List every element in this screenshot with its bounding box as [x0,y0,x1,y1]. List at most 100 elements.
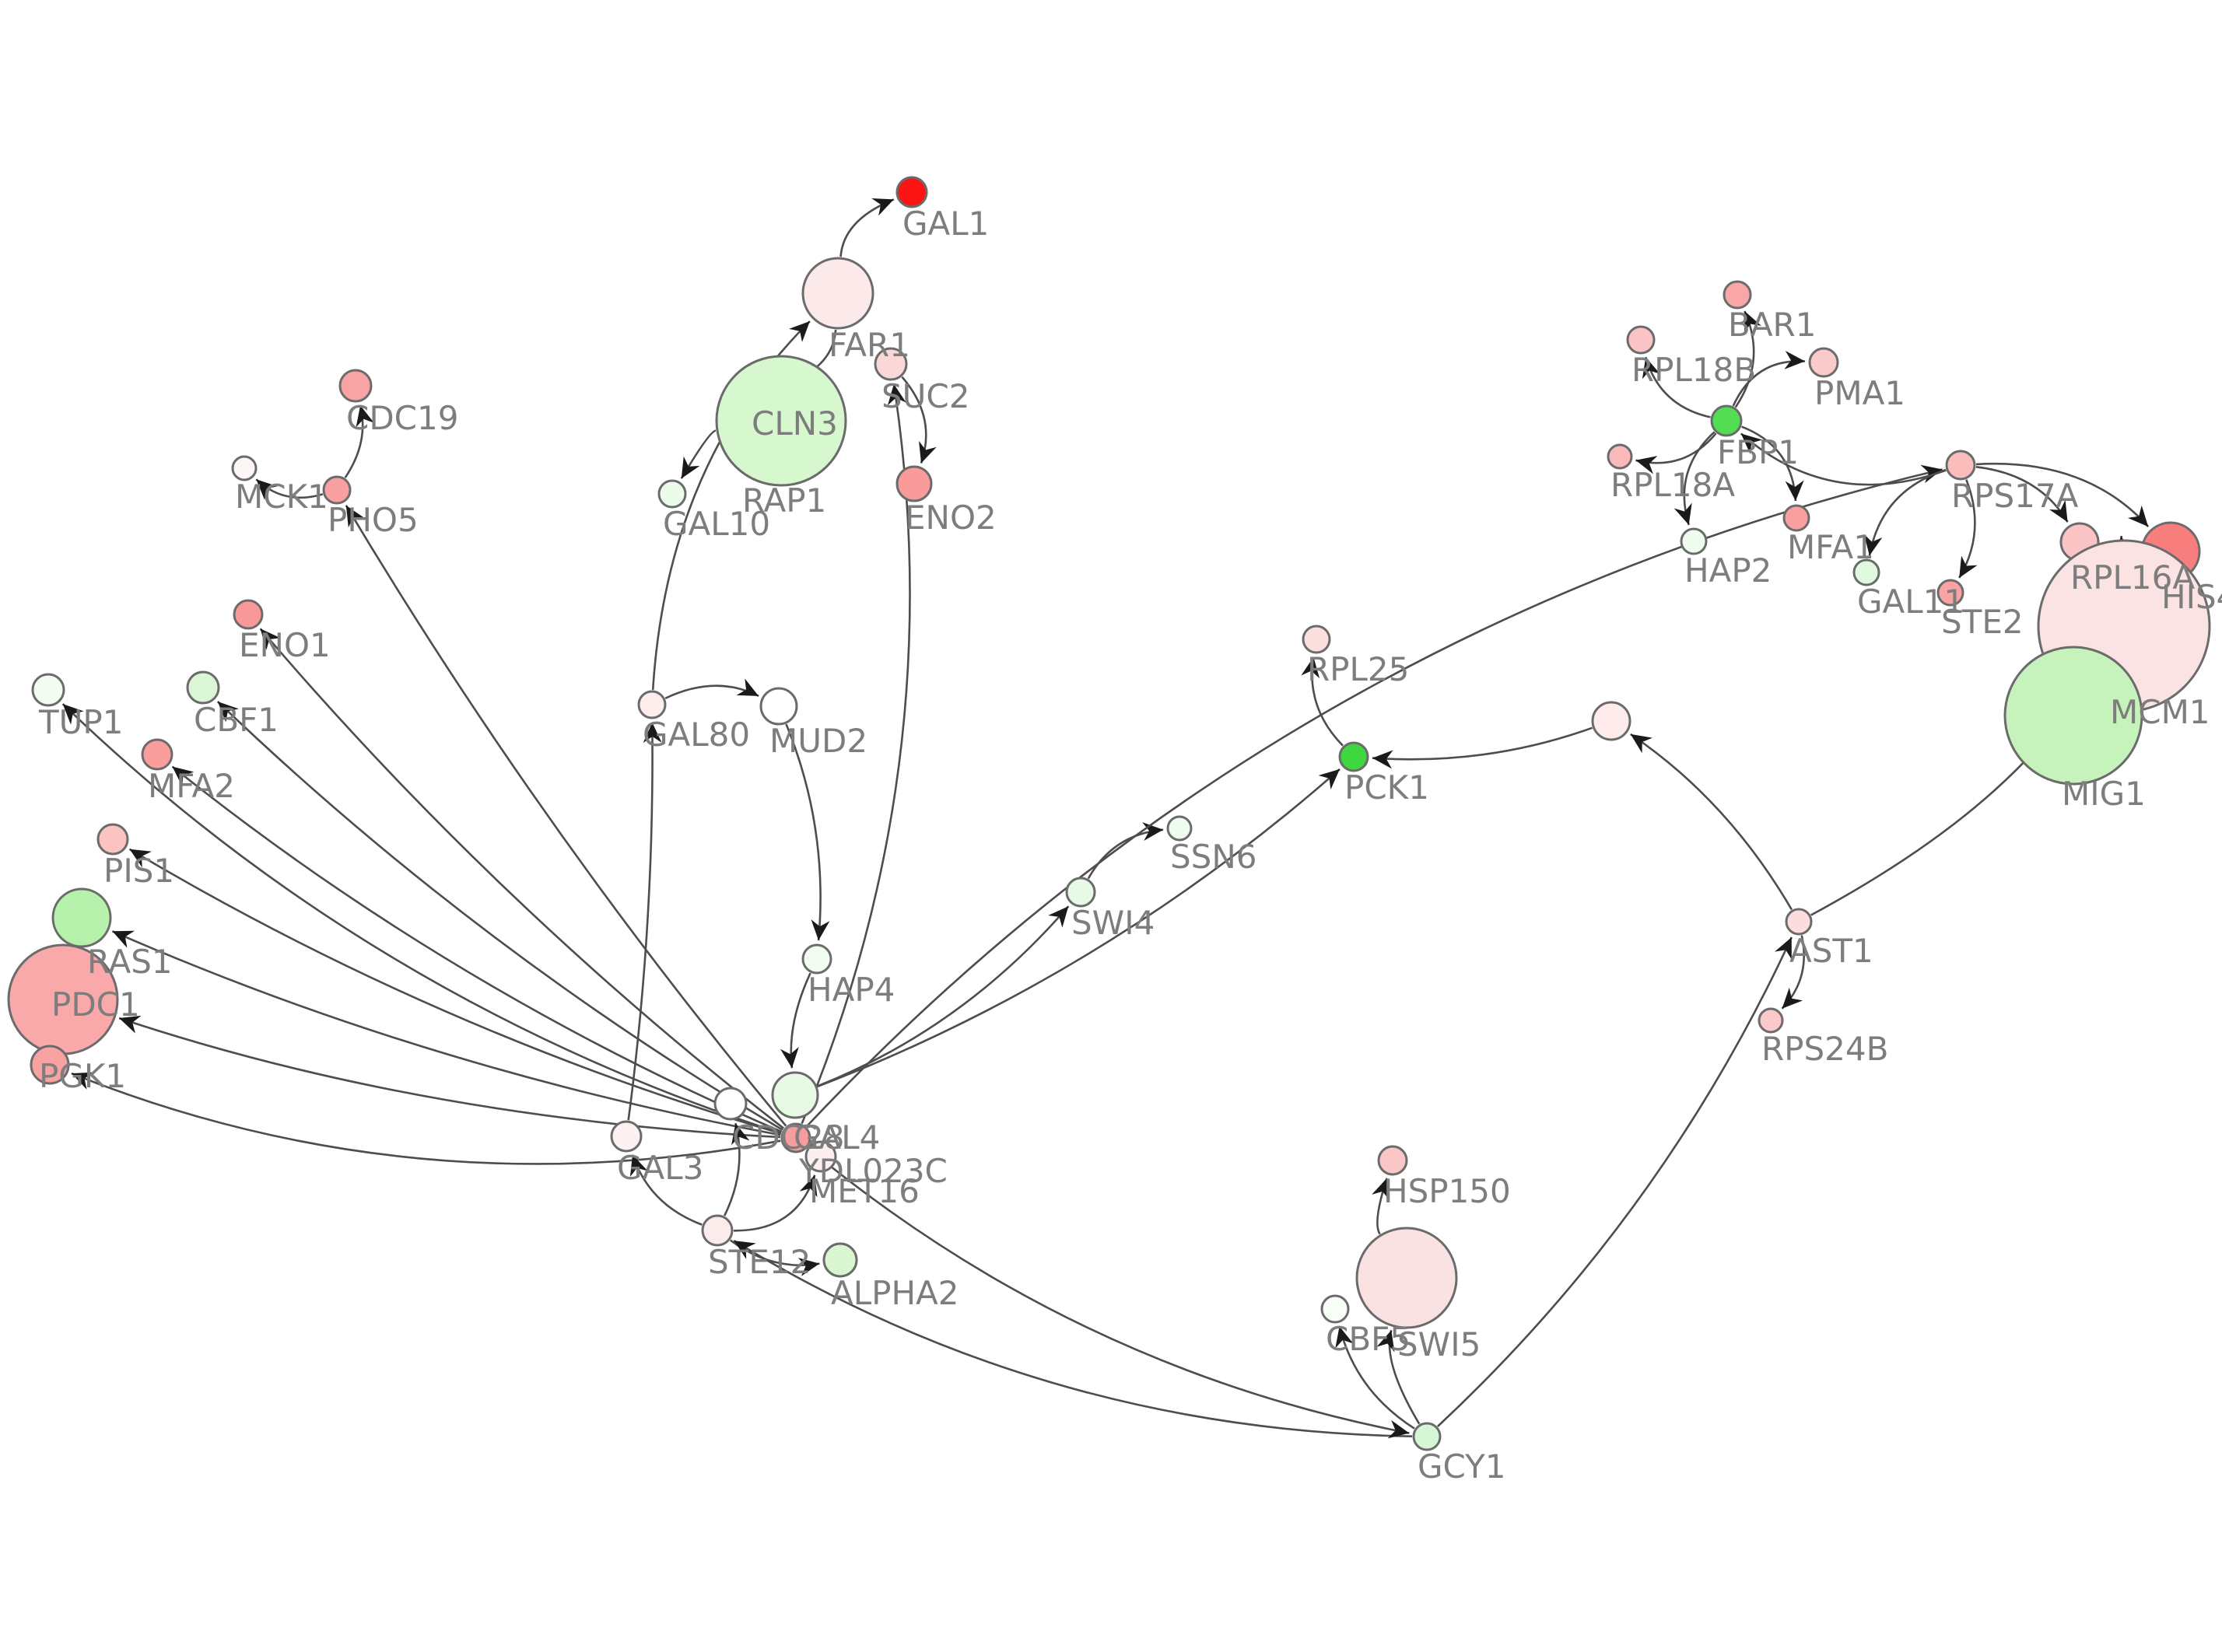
node-hap2[interactable] [1680,527,1708,555]
node-hsp150[interactable] [1377,1145,1408,1176]
node-suc2[interactable] [874,347,908,381]
edge-ste12-cdc28[interactable] [724,1122,750,1216]
edge-fbp1-pma1[interactable] [1732,350,1806,407]
node-mud2[interactable] [759,687,798,726]
node-mfa2[interactable] [141,738,173,771]
node-tup1[interactable] [31,673,65,707]
edge-gcy1-ast1[interactable] [1437,936,1793,1427]
node-gal11[interactable] [1852,558,1880,586]
edge-hap4-gal4[interactable] [780,972,811,1069]
node-unlabeled[interactable] [1591,701,1631,741]
edge-far1-gal1[interactable] [839,198,895,257]
edge-fbp1-hap2[interactable] [1674,431,1716,526]
edge-gal4-swi4[interactable] [817,905,1070,1087]
node-label-eno2: ENO2 [905,499,997,537]
node-ste2[interactable] [1936,579,1964,607]
node-far1[interactable] [801,257,874,330]
edge-swi4-ssn6[interactable] [1087,822,1164,880]
edge-rps17a-rpl16a[interactable] [1975,466,2069,523]
node-hap4[interactable] [801,943,832,975]
edge-suc2-eno2[interactable] [901,376,937,464]
node-gal1[interactable] [895,176,928,208]
edge-ydl023c-pgk1[interactable] [71,1072,781,1165]
node-label-gal10: GAL10 [663,505,770,543]
edge-gcy1-cbf5[interactable] [1335,1325,1415,1430]
edge-ydl023c-pho5[interactable] [345,505,787,1127]
node-cbf5[interactable] [1320,1294,1350,1324]
node-met16[interactable] [804,1140,837,1173]
node-pgk1[interactable] [30,1045,70,1085]
node-rps17a[interactable] [1945,450,1976,481]
edge-ste12-gal3[interactable] [629,1154,703,1226]
edge-pck1-rpl25[interactable] [1301,656,1344,747]
edge-ydl023c-tup1[interactable] [61,703,782,1135]
edge-fbp1-rpl18b[interactable] [1642,356,1711,418]
edge-pho5-cdc19[interactable] [344,404,374,478]
edge-gal3-gal80[interactable] [627,722,662,1121]
edge-ydl023c-gcy1[interactable] [807,1146,1410,1439]
node-ssn6[interactable] [1166,815,1193,842]
node-rps24b[interactable] [1758,1007,1784,1034]
node-pho5[interactable] [322,475,352,505]
node-gal3[interactable] [610,1120,643,1153]
node-swi5[interactable] [1355,1227,1458,1329]
node-cdc19[interactable] [338,369,373,403]
node-eno1[interactable] [233,599,264,630]
edge-rps17a-his4[interactable] [1975,462,2150,527]
node-label-gal1: GAL1 [902,205,989,243]
edge-rps17a-ste2[interactable] [1958,479,1978,579]
node-ras1[interactable] [51,887,112,948]
edge-pho5-mck1[interactable] [255,478,324,500]
edge-rps17a-fbp1[interactable] [1740,432,1947,486]
node-mck1[interactable] [231,455,258,481]
edge-gal4-pck1[interactable] [817,768,1341,1088]
edge-rap1-gal10[interactable] [680,429,717,479]
node-mfa1[interactable] [1782,504,1810,532]
node-ydl023c[interactable] [780,1122,811,1153]
edge-ydl023c-ras1[interactable] [111,930,781,1136]
node-gal80[interactable] [637,690,667,719]
node-rpl25[interactable] [1302,625,1331,654]
edge-ydl023c-eno1[interactable] [259,628,784,1129]
node-gal4[interactable] [771,1071,819,1119]
edge-gcy1-ste12[interactable] [733,1239,1413,1437]
edge-rps17a-gal11[interactable] [1863,468,1947,556]
node-ste12[interactable] [701,1214,734,1247]
edge-gcy1-swi5[interactable] [1376,1329,1421,1425]
edge-swi5-hsp150[interactable] [1372,1178,1390,1235]
edge-unnamed-pck1[interactable] [1372,726,1593,769]
edge-ydl023c-rps17a[interactable] [805,464,1943,1128]
node-alpha2[interactable] [822,1242,858,1278]
node-mig1[interactable] [2003,646,2143,786]
node-bar1[interactable] [1723,280,1752,310]
edge-fbp1-rpl18a[interactable] [1635,432,1717,474]
node-label-swi4: SWI4 [1071,904,1155,942]
node-rpl18a[interactable] [1607,443,1633,470]
node-rpl18b[interactable] [1626,325,1656,355]
node-ast1[interactable] [1785,908,1813,936]
node-cbf1[interactable] [186,670,220,705]
node-gcy1[interactable] [1412,1422,1442,1451]
edge-ast1-rps24b[interactable] [1781,935,1805,1010]
node-pck1[interactable] [1338,741,1369,772]
edge-ste12-met16[interactable] [733,1174,818,1232]
edge-ydl023c-mfa2[interactable] [171,765,783,1133]
node-pma1[interactable] [1808,347,1839,378]
node-fbp1[interactable] [1710,404,1743,437]
edge-gal80-mud2[interactable] [664,678,759,699]
edge-fbp1-bar1[interactable] [1734,310,1761,408]
node-label-gal80: GAL80 [643,716,750,754]
node-swi4[interactable] [1065,877,1096,908]
edge-ydl023c-cbf1[interactable] [216,701,783,1131]
node-rap1[interactable] [715,355,847,487]
edge-mud2-hap4[interactable] [785,723,830,941]
node-gal10[interactable] [657,479,687,509]
edge-ydl023c-pdc1[interactable] [118,1015,781,1139]
node-eno2[interactable] [895,465,933,502]
edge-fbp1-mfa1[interactable] [1741,425,1804,502]
edge-ydl023c-pis1[interactable] [128,848,782,1135]
edge-ast1-unnamed[interactable] [1630,733,1793,911]
node-cdc28[interactable] [713,1087,748,1121]
node-pis1[interactable] [96,823,129,856]
